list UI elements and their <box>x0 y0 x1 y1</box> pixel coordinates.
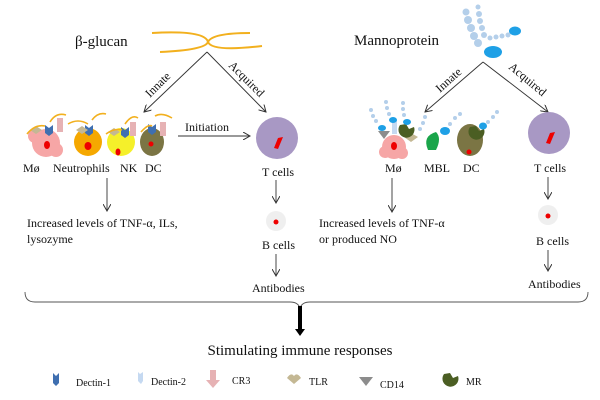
cell-label-nk: NK <box>120 161 138 175</box>
legend-label-mr: MR <box>466 377 482 388</box>
innate-label-right: Innate <box>433 65 465 95</box>
innate-result-right-line2: or produced NO <box>319 232 397 246</box>
innate-result-line1: Increased levels of TNF-α, ILs, <box>27 216 178 230</box>
mannoprotein-molecule-icon <box>462 4 521 58</box>
b-cells-label: B cells <box>262 238 295 252</box>
mbl-icon <box>426 132 439 150</box>
b-cell-icon-right <box>538 205 558 225</box>
mr-icon <box>442 373 459 387</box>
tlr-icon <box>287 374 301 384</box>
t-cells-label-right: T cells <box>534 161 566 175</box>
legend-label-dectin-1: Dectin-1 <box>76 378 111 389</box>
acquired-arrow-right <box>482 61 548 112</box>
legend-label-cr3: CR3 <box>232 376 250 387</box>
innate-result-line2: lysozyme <box>27 232 73 246</box>
innate-result-right-line1: Increased levels of TNF-α <box>319 216 445 230</box>
innate-cells-illustration <box>26 112 173 157</box>
dectin-1-icon <box>53 373 59 386</box>
cr3-icon <box>206 370 220 388</box>
antibodies-label: Antibodies <box>252 281 305 295</box>
innate-arrow-right <box>425 61 484 112</box>
grouping-brace <box>24 291 589 310</box>
legend-label-cd14: CD14 <box>380 380 404 391</box>
legend: Dectin-1 Dectin-2 CR3 TLR CD14 MR <box>53 370 482 391</box>
b-cell-icon <box>266 211 286 231</box>
mr-receptor-icon <box>398 124 415 138</box>
beta-glucan-molecule-icon <box>151 31 263 53</box>
cd14-icon <box>359 377 373 386</box>
legend-label-dectin-2: Dectin-2 <box>151 377 186 388</box>
innate-label: Innate <box>142 69 173 100</box>
glucan-strands <box>26 112 173 135</box>
beta-glucan-title: β-glucan <box>75 34 128 50</box>
neutrophil-icon <box>74 128 102 156</box>
dendritic-cell-icon <box>457 122 487 156</box>
dendritic-cell-icon <box>140 128 164 156</box>
acquired-arrow <box>206 51 266 112</box>
acquired-label-right: Acquired <box>506 60 549 99</box>
antibodies-label-right: Antibodies <box>528 277 581 291</box>
cell-label-macrophage: Mø <box>23 161 40 175</box>
macrophage-icon <box>379 135 408 159</box>
cell-label-mbl: MBL <box>424 161 450 175</box>
cell-label-dc: DC <box>145 161 162 175</box>
t-cells-label: T cells <box>262 165 294 179</box>
legend-label-tlr: TLR <box>309 377 328 388</box>
t-cell-icon <box>256 117 298 159</box>
b-cells-label-right: B cells <box>536 234 569 248</box>
conclusion-text: Stimulating immune responses <box>208 343 393 359</box>
innate-cells-illustration-right <box>369 100 499 159</box>
cell-label-dc-right: DC <box>463 161 480 175</box>
innate-arrow <box>144 51 208 112</box>
acquired-label: Acquired <box>226 58 267 99</box>
t-cell-icon-right <box>528 112 570 154</box>
dectin-2-icon <box>138 372 143 384</box>
dectin-2-receptor-icon <box>392 120 397 134</box>
cell-label-macrophage-right: Mø <box>385 161 402 175</box>
mannoprotein-title: Mannoprotein <box>354 33 439 49</box>
macrophage-icon <box>28 129 63 157</box>
cd14-receptor-icon <box>378 131 390 139</box>
cell-label-neutrophils: Neutrophils <box>53 161 110 175</box>
initiation-label: Initiation <box>185 120 229 134</box>
conclusion-arrowhead <box>295 329 305 336</box>
